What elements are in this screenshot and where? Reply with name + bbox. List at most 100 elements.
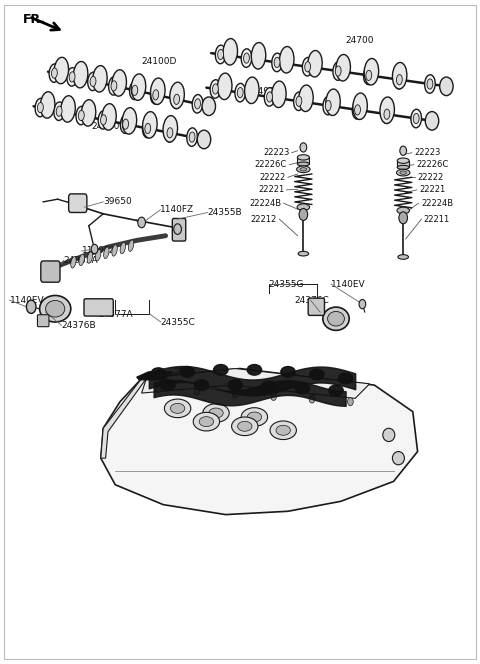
Text: 24700: 24700 bbox=[346, 36, 374, 45]
Ellipse shape bbox=[171, 90, 182, 109]
Text: 22224B: 22224B bbox=[249, 199, 281, 208]
Ellipse shape bbox=[267, 92, 273, 102]
Ellipse shape bbox=[394, 70, 405, 89]
Ellipse shape bbox=[71, 256, 76, 268]
Text: 24355G: 24355G bbox=[269, 280, 304, 289]
Ellipse shape bbox=[383, 428, 395, 442]
Circle shape bbox=[232, 390, 238, 398]
Ellipse shape bbox=[54, 57, 69, 84]
Ellipse shape bbox=[396, 169, 410, 176]
Ellipse shape bbox=[305, 62, 311, 72]
Ellipse shape bbox=[193, 412, 219, 431]
Ellipse shape bbox=[400, 171, 407, 174]
Circle shape bbox=[400, 146, 407, 155]
Polygon shape bbox=[101, 369, 418, 515]
Ellipse shape bbox=[151, 78, 165, 104]
Ellipse shape bbox=[49, 64, 60, 82]
FancyBboxPatch shape bbox=[172, 218, 186, 241]
Text: 22223: 22223 bbox=[263, 148, 289, 157]
Text: 22226C: 22226C bbox=[255, 160, 287, 169]
Ellipse shape bbox=[88, 72, 98, 90]
Circle shape bbox=[156, 384, 161, 392]
Ellipse shape bbox=[87, 252, 93, 263]
Ellipse shape bbox=[245, 77, 259, 104]
Ellipse shape bbox=[276, 426, 290, 436]
FancyBboxPatch shape bbox=[69, 194, 87, 212]
Ellipse shape bbox=[123, 119, 129, 129]
Text: 24100D: 24100D bbox=[142, 57, 177, 66]
Ellipse shape bbox=[194, 99, 201, 109]
Circle shape bbox=[138, 217, 145, 228]
Ellipse shape bbox=[310, 369, 324, 380]
Ellipse shape bbox=[397, 165, 409, 169]
Ellipse shape bbox=[39, 295, 71, 322]
Text: 24377A: 24377A bbox=[98, 309, 133, 319]
Ellipse shape bbox=[398, 254, 408, 259]
Ellipse shape bbox=[397, 207, 409, 214]
Ellipse shape bbox=[397, 158, 409, 163]
Ellipse shape bbox=[264, 88, 275, 106]
Ellipse shape bbox=[247, 365, 262, 375]
Ellipse shape bbox=[323, 96, 334, 115]
Ellipse shape bbox=[228, 380, 242, 390]
Ellipse shape bbox=[297, 166, 310, 173]
Ellipse shape bbox=[327, 311, 344, 326]
Ellipse shape bbox=[213, 84, 218, 94]
Ellipse shape bbox=[425, 75, 435, 93]
Ellipse shape bbox=[262, 381, 276, 392]
Ellipse shape bbox=[279, 46, 294, 73]
Text: 24376B: 24376B bbox=[61, 321, 96, 330]
Ellipse shape bbox=[247, 412, 262, 422]
Ellipse shape bbox=[54, 102, 64, 120]
Ellipse shape bbox=[297, 204, 310, 210]
Circle shape bbox=[174, 224, 181, 234]
Ellipse shape bbox=[69, 72, 75, 82]
Ellipse shape bbox=[96, 250, 101, 261]
Ellipse shape bbox=[425, 112, 439, 130]
Ellipse shape bbox=[161, 380, 175, 390]
Polygon shape bbox=[101, 378, 146, 458]
Ellipse shape bbox=[333, 62, 344, 80]
Ellipse shape bbox=[238, 421, 252, 432]
Circle shape bbox=[299, 208, 308, 220]
Ellipse shape bbox=[294, 92, 304, 110]
Ellipse shape bbox=[76, 106, 86, 125]
Circle shape bbox=[359, 299, 366, 309]
Ellipse shape bbox=[203, 404, 229, 422]
Ellipse shape bbox=[235, 84, 246, 102]
Circle shape bbox=[26, 300, 36, 313]
Ellipse shape bbox=[440, 77, 453, 96]
Text: 1140FZ: 1140FZ bbox=[82, 246, 116, 256]
Ellipse shape bbox=[272, 53, 282, 72]
Ellipse shape bbox=[363, 66, 374, 84]
Text: 24355B: 24355B bbox=[208, 208, 242, 217]
Ellipse shape bbox=[165, 124, 175, 142]
Ellipse shape bbox=[232, 417, 258, 436]
Ellipse shape bbox=[78, 110, 84, 121]
Ellipse shape bbox=[104, 247, 109, 258]
Circle shape bbox=[91, 244, 98, 254]
Ellipse shape bbox=[202, 97, 216, 116]
Ellipse shape bbox=[120, 115, 131, 133]
Text: 24355C: 24355C bbox=[161, 317, 195, 327]
Text: 24376C: 24376C bbox=[295, 295, 329, 305]
Ellipse shape bbox=[40, 92, 55, 118]
Ellipse shape bbox=[218, 49, 224, 60]
Ellipse shape bbox=[153, 90, 159, 100]
Ellipse shape bbox=[111, 81, 117, 91]
Ellipse shape bbox=[67, 68, 77, 86]
Ellipse shape bbox=[143, 120, 153, 137]
Polygon shape bbox=[142, 369, 370, 398]
Ellipse shape bbox=[366, 70, 372, 80]
Ellipse shape bbox=[237, 88, 243, 98]
Ellipse shape bbox=[187, 128, 197, 146]
Ellipse shape bbox=[112, 70, 126, 96]
Ellipse shape bbox=[382, 105, 392, 124]
Ellipse shape bbox=[241, 49, 252, 67]
Ellipse shape bbox=[108, 76, 119, 95]
Ellipse shape bbox=[364, 58, 379, 85]
Bar bbox=[298, 157, 310, 164]
Ellipse shape bbox=[102, 104, 116, 130]
Ellipse shape bbox=[93, 66, 107, 92]
Text: 39650: 39650 bbox=[103, 197, 132, 207]
